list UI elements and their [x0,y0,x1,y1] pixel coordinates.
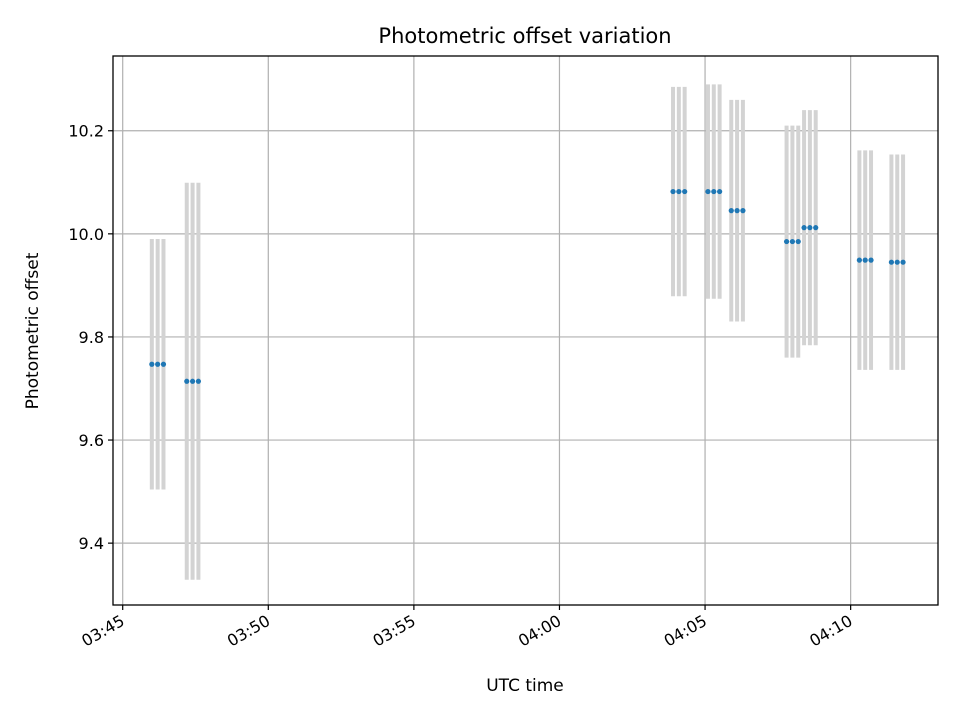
data-point [894,259,900,265]
x-tick-label: 04:05 [661,611,710,651]
data-point [801,225,807,231]
x-tick-label: 04:10 [806,611,855,651]
data-point [740,208,746,214]
x-axis-label: UTC time [486,676,564,696]
y-axis-label: Photometric offset [23,252,43,409]
data-point [813,225,819,231]
data-point [149,361,155,367]
data-point [155,361,161,367]
y-tick-label: 10.2 [68,122,104,141]
chart-title: Photometric offset variation [378,24,671,48]
point-layer [149,188,906,384]
data-point [717,188,723,195]
data-point [676,188,682,195]
data-point [856,257,862,263]
data-point [711,188,717,195]
y-tick-label: 9.6 [79,431,104,450]
data-point [189,378,196,384]
data-point [195,378,202,384]
data-point [682,188,688,195]
data-point [888,259,895,265]
x-tick-label: 04:00 [515,611,564,651]
errorbar-layer [149,84,906,580]
data-point [160,361,167,367]
plot-frame [112,55,939,606]
data-point [728,208,734,214]
data-point [795,238,801,245]
x-tick-label: 03:45 [78,611,127,651]
data-point [670,188,676,195]
data-point [783,238,790,245]
x-tick-label: 03:55 [369,611,418,651]
y-tick-label: 9.8 [79,328,104,347]
y-tick-label: 10.0 [68,225,104,244]
data-point [789,238,796,245]
data-point [900,259,906,265]
data-point [807,225,813,231]
data-point [734,208,740,214]
x-tick-label: 03:50 [224,611,273,651]
data-point [862,257,868,263]
data-point [184,378,190,384]
data-point [705,188,711,195]
data-point [868,257,874,263]
y-tick-label: 9.4 [79,534,104,553]
grid-layer [113,56,938,605]
